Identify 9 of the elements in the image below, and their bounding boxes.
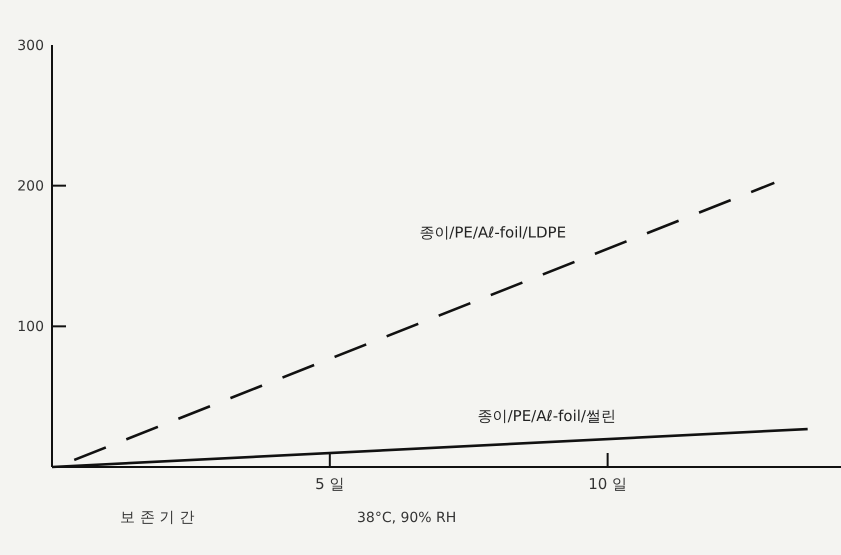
series-label: 종이/PE/Aℓ-foil/LDPE — [419, 224, 566, 242]
series-label: 종이/PE/Aℓ-foil/썰린 — [478, 407, 616, 426]
x-tick-label: 5 일 — [315, 475, 344, 493]
x-tick-label: 10 일 — [588, 475, 628, 493]
x-axis-title: 보 존 기 간 — [120, 508, 194, 526]
y-tick-label: 300 — [17, 38, 44, 54]
y-tick-label: 200 — [17, 178, 44, 195]
text: 38°C, 90% RH — [357, 510, 456, 526]
y-tick-label: 100 — [17, 319, 44, 336]
